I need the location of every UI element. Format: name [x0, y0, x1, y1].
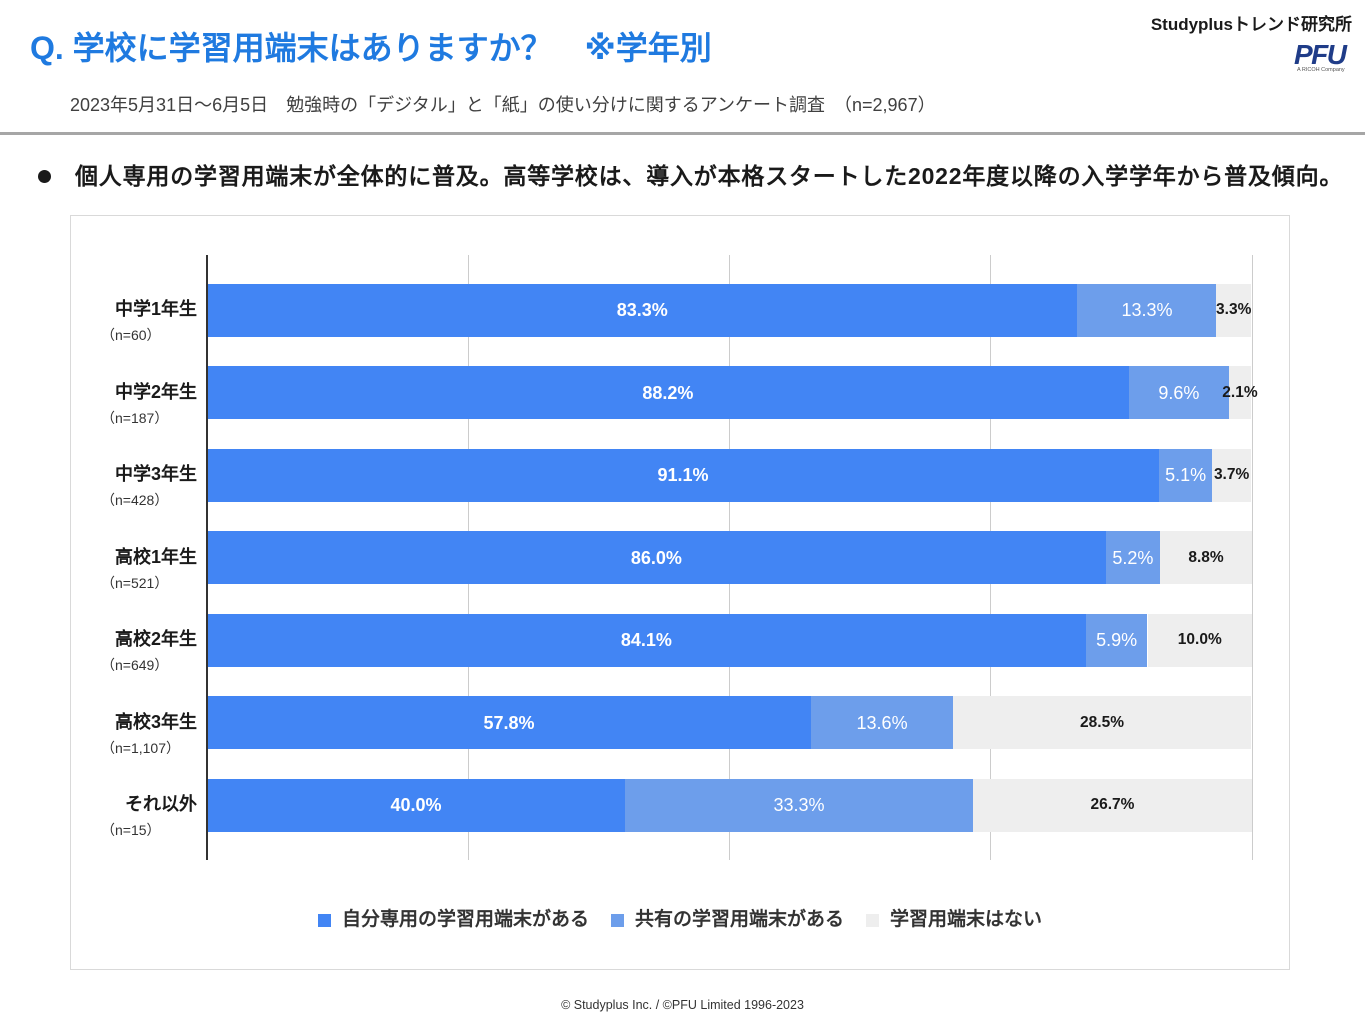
data-label-personal: 84.1%	[620, 630, 672, 650]
category-sample-size: （n=521）	[101, 574, 169, 591]
category-label: 中学2年生	[114, 381, 197, 402]
gridline	[1251, 255, 1253, 860]
category-sample-size: （n=187）	[101, 409, 169, 426]
data-label-none: 3.7%	[1213, 466, 1250, 483]
data-label-shared: 33.3%	[773, 795, 825, 815]
data-label-personal: 83.3%	[616, 300, 668, 320]
legend-label-none: 学習用端末はない	[890, 909, 1043, 930]
bullet-icon	[38, 170, 51, 183]
brand-name: Studyplusトレンド研究所	[1150, 15, 1352, 34]
chart-plot-area: 中学1年生 （n=60） 83.3% 13.3% 3.3% 中学2年生 （n=187） 88.…	[71, 216, 1289, 969]
bar-segment-personal	[207, 448, 1159, 502]
bar-segment-none	[972, 778, 1252, 832]
category-sample-size: （n=15）	[101, 822, 161, 838]
data-label-personal: 88.2%	[642, 382, 694, 403]
data-label-shared: 5.2%	[1112, 547, 1154, 568]
bar-segment-shared	[1077, 283, 1217, 337]
category-sample-size: （n=60）	[101, 327, 161, 343]
chart-frame: 中学1年生 （n=60） 83.3% 13.3% 3.3% 中学2年生 （n=187） 88.…	[70, 215, 1290, 970]
data-label-none: 2.1%	[1222, 383, 1258, 401]
bar-segment-none	[953, 696, 1251, 749]
bar-segment-personal	[207, 366, 1129, 419]
legend-item-shared: 共有の学習用端末がある	[610, 908, 844, 932]
category-label: それ以外	[125, 794, 197, 814]
bar-segment-shared	[811, 696, 954, 749]
bar-segment-shared	[1128, 366, 1229, 419]
data-label-none: 8.8%	[1188, 548, 1224, 566]
data-label-personal: 91.1%	[657, 465, 709, 485]
bar-segment-none	[1212, 448, 1251, 502]
category-label: 高校1年生	[114, 546, 197, 567]
legend-swatch-none	[866, 913, 879, 927]
data-label-personal: 57.8%	[483, 712, 535, 733]
data-label-shared: 13.3%	[1121, 300, 1173, 320]
bar-segment-shared	[1085, 613, 1148, 667]
category-sample-size: （n=1,107）	[101, 739, 180, 756]
summary-text: 個人専用の学習用端末が全体的に普及。高等学校は、導入が本格スタートした2022年…	[75, 163, 1344, 189]
legend-swatch-personal	[317, 913, 331, 927]
legend-item-personal: 自分専用の学習用端末がある	[317, 908, 589, 932]
category-sample-size: （n=428）	[101, 492, 169, 508]
data-label-none: 10.0%	[1177, 631, 1222, 648]
data-label-personal: 40.0%	[390, 795, 442, 815]
legend-label-personal: 自分専用の学習用端末がある	[341, 909, 589, 930]
category-label: 中学1年生	[114, 299, 197, 319]
data-label-shared: 5.1%	[1165, 465, 1207, 485]
category-label: 中学3年生	[114, 464, 197, 484]
y-axis-line	[206, 255, 208, 860]
bar-segment-personal	[207, 778, 625, 832]
legend-item-none: 学習用端末はない	[866, 908, 1042, 932]
page-title: Q. 学校に学習用端末はありますか？ ※学年別	[30, 30, 712, 66]
category-label: 高校2年生	[114, 629, 197, 649]
bar-segment-personal	[207, 613, 1086, 667]
bar-segment-none	[1229, 366, 1251, 419]
data-label-personal: 86.0%	[630, 547, 682, 568]
legend-label-shared: 共有の学習用端末がある	[634, 909, 844, 930]
data-label-none: 26.7%	[1090, 796, 1135, 813]
data-label-shared: 9.6%	[1158, 382, 1200, 403]
data-label-shared: 13.6%	[856, 712, 908, 733]
bar-segment-none	[1147, 613, 1252, 667]
copyright-footer: © Studyplus Inc. / ©PFU Limited 1996-202…	[561, 998, 804, 1012]
header-divider	[0, 132, 1365, 135]
data-label-none: 3.3%	[1216, 301, 1252, 318]
data-label-none: 28.5%	[1080, 713, 1125, 731]
category-label: 高校3年生	[114, 711, 197, 732]
category-sample-size: （n=649）	[101, 657, 169, 673]
survey-subtitle: 2023年5月31日～6月5日 勉強時の「デジタル」と「紙」の使い分けに関するア…	[70, 95, 936, 115]
bar-segment-personal	[207, 531, 1106, 584]
bar-segment-personal	[207, 283, 1078, 337]
bar-segment-shared	[625, 778, 973, 832]
bar-segment-shared	[1158, 448, 1213, 502]
legend-swatch-shared	[610, 913, 624, 927]
pfu-logo-tagline: A RICOH Company	[1297, 67, 1345, 73]
bar-segment-none	[1216, 283, 1251, 337]
data-label-shared: 5.9%	[1096, 630, 1138, 650]
pfu-logo: PFU A RICOH Company	[1294, 41, 1352, 75]
chart-legend: 自分専用の学習用端末がある 共有の学習用端末がある 学習用端末はない	[71, 908, 1289, 932]
bar-segment-none	[1160, 531, 1252, 584]
bar-segment-shared	[1105, 531, 1161, 584]
bar-segment-personal	[207, 696, 811, 749]
pfu-logo-text: PFU	[1294, 39, 1347, 70]
